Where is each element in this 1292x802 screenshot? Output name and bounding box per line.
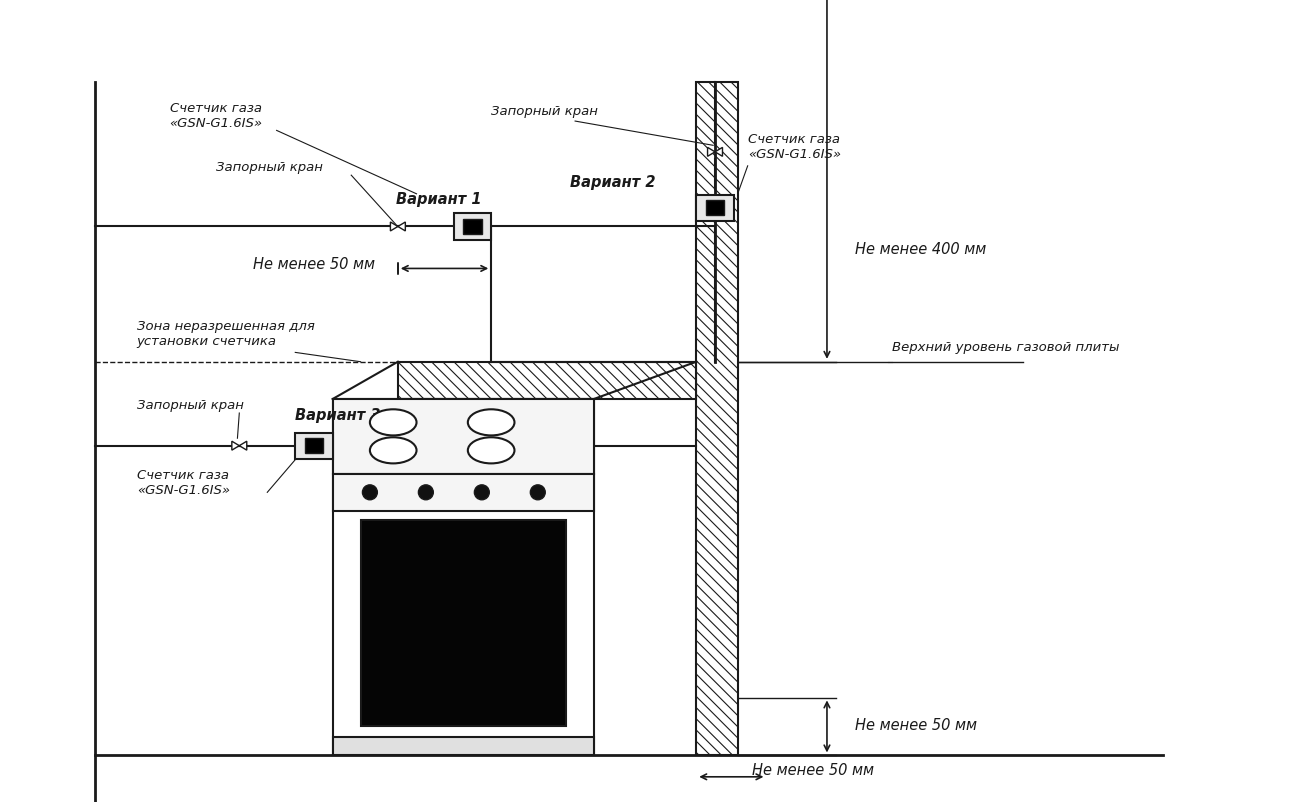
Polygon shape bbox=[231, 441, 239, 450]
Bar bbox=[305, 438, 323, 453]
Text: Не менее 50 мм: Не менее 50 мм bbox=[752, 763, 875, 778]
Bar bbox=[398, 362, 696, 399]
Text: Запорный кран: Запорный кран bbox=[137, 399, 244, 412]
Bar bbox=[463, 219, 482, 234]
Text: Счетчик газа
«GSN-G1.6IS»: Счетчик газа «GSN-G1.6IS» bbox=[169, 103, 262, 131]
Bar bbox=[360, 520, 566, 726]
Ellipse shape bbox=[370, 437, 416, 464]
Text: Вариант 1: Вариант 1 bbox=[397, 192, 482, 207]
Ellipse shape bbox=[468, 409, 514, 435]
Text: Вариант 2: Вариант 2 bbox=[571, 175, 656, 190]
Polygon shape bbox=[714, 148, 722, 156]
Circle shape bbox=[419, 485, 433, 500]
Bar bbox=[453, 213, 491, 240]
Circle shape bbox=[363, 485, 377, 500]
Ellipse shape bbox=[468, 437, 514, 464]
Circle shape bbox=[474, 485, 490, 500]
Text: Запорный кран: Запорный кран bbox=[216, 161, 323, 174]
Text: Вариант 3: Вариант 3 bbox=[296, 408, 381, 423]
Text: Счетчик газа
«GSN-G1.6IS»: Счетчик газа «GSN-G1.6IS» bbox=[748, 133, 841, 161]
Bar bbox=[332, 399, 594, 755]
Text: Не менее 50 мм: Не менее 50 мм bbox=[253, 257, 375, 272]
Bar bbox=[705, 200, 725, 215]
Text: Счетчик газа
«GSN-G1.6IS»: Счетчик газа «GSN-G1.6IS» bbox=[137, 469, 230, 497]
Bar bbox=[296, 432, 332, 459]
Bar bbox=[696, 82, 738, 755]
Circle shape bbox=[530, 485, 545, 500]
Bar bbox=[332, 399, 594, 474]
Polygon shape bbox=[239, 441, 247, 450]
Text: Верхний уровень газовой плиты: Верхний уровень газовой плиты bbox=[893, 341, 1120, 354]
Bar bbox=[332, 737, 594, 755]
Text: Запорный кран: Запорный кран bbox=[491, 105, 598, 118]
Polygon shape bbox=[390, 222, 398, 231]
Text: Зона неразрешенная для
установки счетчика: Зона неразрешенная для установки счетчик… bbox=[137, 320, 314, 348]
Ellipse shape bbox=[370, 409, 416, 435]
Bar bbox=[332, 474, 594, 511]
Polygon shape bbox=[398, 222, 406, 231]
Text: Не менее 400 мм: Не менее 400 мм bbox=[855, 242, 986, 257]
Text: Не менее 50 мм: Не менее 50 мм bbox=[855, 718, 977, 733]
Bar bbox=[696, 195, 734, 221]
Polygon shape bbox=[708, 148, 714, 156]
